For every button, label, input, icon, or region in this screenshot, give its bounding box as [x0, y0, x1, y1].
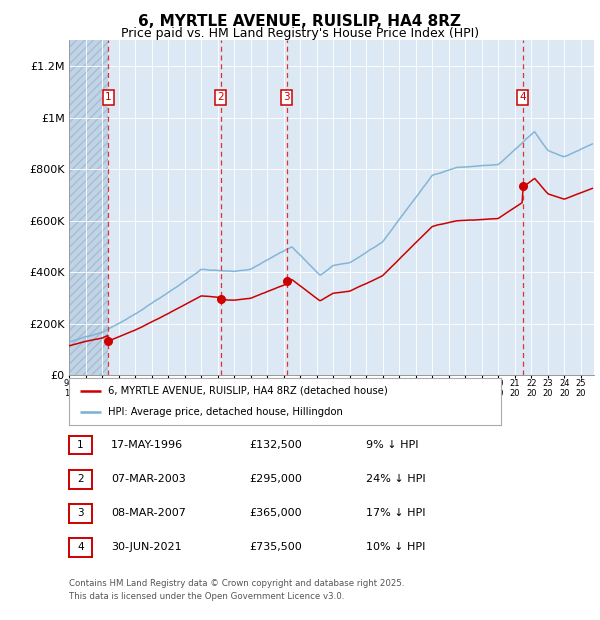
Text: £295,000: £295,000 — [249, 474, 302, 484]
Text: 9% ↓ HPI: 9% ↓ HPI — [366, 440, 419, 450]
Text: 4: 4 — [77, 542, 84, 552]
Text: 6, MYRTLE AVENUE, RUISLIP, HA4 8RZ: 6, MYRTLE AVENUE, RUISLIP, HA4 8RZ — [139, 14, 461, 29]
Bar — [69, 40, 108, 375]
Text: This data is licensed under the Open Government Licence v3.0.: This data is licensed under the Open Gov… — [69, 592, 344, 601]
Text: 4: 4 — [520, 92, 526, 102]
Text: 17-MAY-1996: 17-MAY-1996 — [111, 440, 183, 450]
Text: 3: 3 — [77, 508, 84, 518]
Text: 24% ↓ HPI: 24% ↓ HPI — [366, 474, 425, 484]
Text: 2: 2 — [77, 474, 84, 484]
Text: Contains HM Land Registry data © Crown copyright and database right 2025.: Contains HM Land Registry data © Crown c… — [69, 578, 404, 588]
Text: 6, MYRTLE AVENUE, RUISLIP, HA4 8RZ (detached house): 6, MYRTLE AVENUE, RUISLIP, HA4 8RZ (deta… — [108, 386, 388, 396]
Text: £735,500: £735,500 — [249, 542, 302, 552]
Text: 3: 3 — [283, 92, 290, 102]
Text: HPI: Average price, detached house, Hillingdon: HPI: Average price, detached house, Hill… — [108, 407, 343, 417]
Text: 30-JUN-2021: 30-JUN-2021 — [111, 542, 182, 552]
Text: 08-MAR-2007: 08-MAR-2007 — [111, 508, 186, 518]
Text: 10% ↓ HPI: 10% ↓ HPI — [366, 542, 425, 552]
Text: 17% ↓ HPI: 17% ↓ HPI — [366, 508, 425, 518]
Text: £132,500: £132,500 — [249, 440, 302, 450]
Text: 1: 1 — [105, 92, 112, 102]
Text: Price paid vs. HM Land Registry's House Price Index (HPI): Price paid vs. HM Land Registry's House … — [121, 27, 479, 40]
Text: 2: 2 — [217, 92, 224, 102]
Text: 1: 1 — [77, 440, 84, 450]
Text: £365,000: £365,000 — [249, 508, 302, 518]
Text: 07-MAR-2003: 07-MAR-2003 — [111, 474, 186, 484]
